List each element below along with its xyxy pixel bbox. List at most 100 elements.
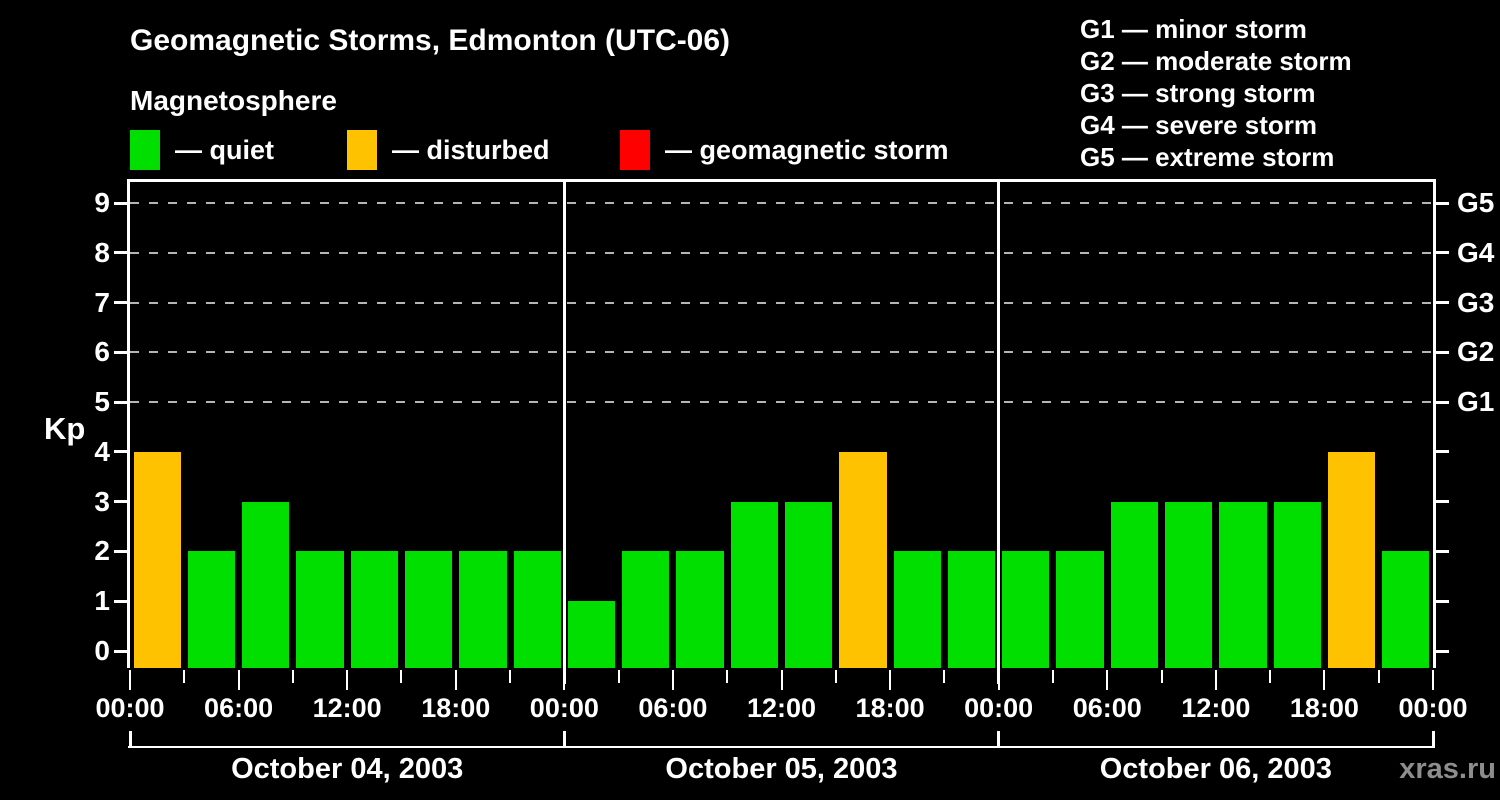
g4-legend-line: G4 — severe storm — [1080, 110, 1318, 140]
date-bracket-tick — [562, 731, 566, 748]
x-axis-tick — [1323, 670, 1326, 690]
kp-bar-day3-h21 — [1382, 551, 1430, 668]
day-separator-line — [562, 182, 566, 684]
date-label-day2: October 05, 2003 — [665, 753, 898, 785]
x-axis-tick — [509, 670, 512, 683]
x-axis-time-label: 00:00 — [1398, 693, 1468, 723]
x-axis-tick — [726, 670, 729, 683]
g2-legend-line: G2 — moderate storm — [1080, 46, 1352, 76]
date-bracket-tick — [1431, 731, 1435, 748]
x-axis-tick — [1106, 670, 1109, 690]
y-axis-tick — [114, 450, 127, 454]
kp-bar-day1-h15 — [404, 551, 453, 668]
x-axis-tick — [1214, 670, 1217, 690]
kp-bar-day2-h12 — [785, 501, 833, 668]
kp-bar-day1-h3 — [187, 551, 236, 668]
y-axis-label: 5 — [94, 386, 110, 418]
date-axis-bracket — [128, 731, 1435, 749]
gridline-kp8 — [130, 251, 1433, 254]
date-labels-row: October 04, 2003 October 05, 2003 Octobe… — [130, 753, 1433, 786]
disturbed-color-swatch — [347, 130, 377, 170]
x-axis-time-label: 00:00 — [529, 693, 599, 723]
x-axis-time-label: 18:00 — [1289, 693, 1359, 723]
legend-item-quiet: — quiet — [130, 130, 274, 170]
legend-storm-label: — geomagnetic storm — [665, 134, 949, 165]
x-axis-time-label: 18:00 — [421, 693, 491, 723]
x-axis-tick — [1432, 670, 1434, 690]
y-axis-label: 3 — [94, 485, 110, 517]
xras-watermark: xras.ru — [1399, 753, 1496, 785]
kp-bar-day2-h0 — [567, 601, 616, 668]
right-axis-label-g2: G2 — [1457, 336, 1495, 368]
y-axis-tick — [114, 649, 127, 653]
x-axis-tick — [671, 670, 674, 690]
g1-legend-line: G1 — minor storm — [1080, 14, 1307, 44]
storm-color-swatch — [620, 130, 650, 170]
plot-border-right — [1433, 179, 1436, 668]
right-axis-tick — [1436, 500, 1449, 504]
kp-bar-day3-h3 — [1056, 551, 1104, 668]
plot-border-left — [127, 179, 130, 668]
date-bracket-line — [128, 746, 1435, 748]
x-axis-time-label: 06:00 — [638, 693, 708, 723]
x-axis-time-label: 12:00 — [312, 693, 382, 723]
y-axis-tick — [114, 599, 127, 603]
gridline-kp7 — [130, 301, 1433, 304]
kp-bar-day2-h3 — [622, 551, 670, 668]
x-axis-tick — [346, 670, 349, 690]
kp-bar-day2-h9 — [730, 501, 778, 668]
x-axis-time-label: 00:00 — [95, 693, 165, 723]
right-axis-tick — [1436, 549, 1449, 553]
y-axis-tick — [114, 549, 127, 553]
y-axis-tick — [114, 251, 127, 255]
x-axis-tick — [454, 670, 457, 690]
y-axis-label: 8 — [94, 236, 110, 268]
right-axis-tick — [1436, 450, 1449, 454]
x-axis-time-label: 12:00 — [746, 693, 817, 723]
y-axis-label: 1 — [94, 585, 110, 617]
right-axis-label-g5: G5 — [1457, 187, 1495, 218]
x-axis-tick — [834, 670, 837, 683]
kp-bar-day1-h18 — [459, 551, 507, 668]
kp-bar-day1-h21 — [513, 551, 561, 668]
x-axis-tick — [889, 670, 892, 690]
y-axis-tick — [114, 500, 127, 504]
y-axis-label: 6 — [94, 336, 110, 368]
right-axis-tick — [1436, 301, 1449, 305]
x-axis-time-label: 06:00 — [204, 693, 274, 723]
y-axis-label: 9 — [94, 187, 110, 218]
chart-plot-area: 0 1 2 3 4 5 6 7 8 9 G1 G2 G3 G4 G5 00:00 06:00 12:00 18:00… — [94, 179, 1494, 723]
g3-legend-line: G3 — strong storm — [1080, 78, 1316, 108]
x-axis-tick — [780, 670, 783, 690]
date-bracket-tick — [997, 731, 1001, 748]
x-axis-tick — [1051, 670, 1054, 683]
x-axis-time-label: 06:00 — [1072, 693, 1142, 723]
kp-bar-day1-h6 — [242, 501, 290, 668]
x-axis-tick — [129, 670, 131, 690]
x-axis-tick — [237, 670, 240, 690]
kp-bar-day2-h6 — [676, 551, 724, 668]
x-axis-time-label: 12:00 — [1181, 693, 1251, 723]
right-axis-tick — [1436, 649, 1449, 653]
x-axis-tick — [400, 670, 403, 683]
x-axis-tick — [183, 670, 186, 683]
right-axis-tick — [1436, 251, 1449, 255]
kp-bar-day3-h9 — [1165, 501, 1213, 668]
x-axis-tick — [617, 670, 620, 683]
g5-legend-line: G5 — extreme storm — [1080, 142, 1335, 172]
x-axis-time-label: 00:00 — [964, 693, 1034, 723]
gridline-kp5 — [130, 401, 1433, 404]
x-axis-tick — [943, 670, 946, 683]
kp-bar-day1-h0 — [133, 451, 181, 668]
x-axis-tick — [563, 670, 566, 690]
magnetosphere-label: Magnetosphere — [130, 85, 337, 116]
g-scale-legend: G1 — minor storm G2 — moderate storm G3 … — [1080, 13, 1352, 173]
quiet-color-swatch — [130, 130, 160, 170]
day-separator-line — [997, 182, 1001, 684]
date-label-day1: October 04, 2003 — [231, 753, 464, 785]
x-axis-tick — [1269, 670, 1272, 683]
legend-disturbed-label: — disturbed — [392, 134, 550, 165]
kp-bar-day3-h12 — [1219, 501, 1267, 668]
kp-bar-day1-h12 — [350, 551, 398, 668]
right-axis-tick — [1436, 599, 1449, 603]
